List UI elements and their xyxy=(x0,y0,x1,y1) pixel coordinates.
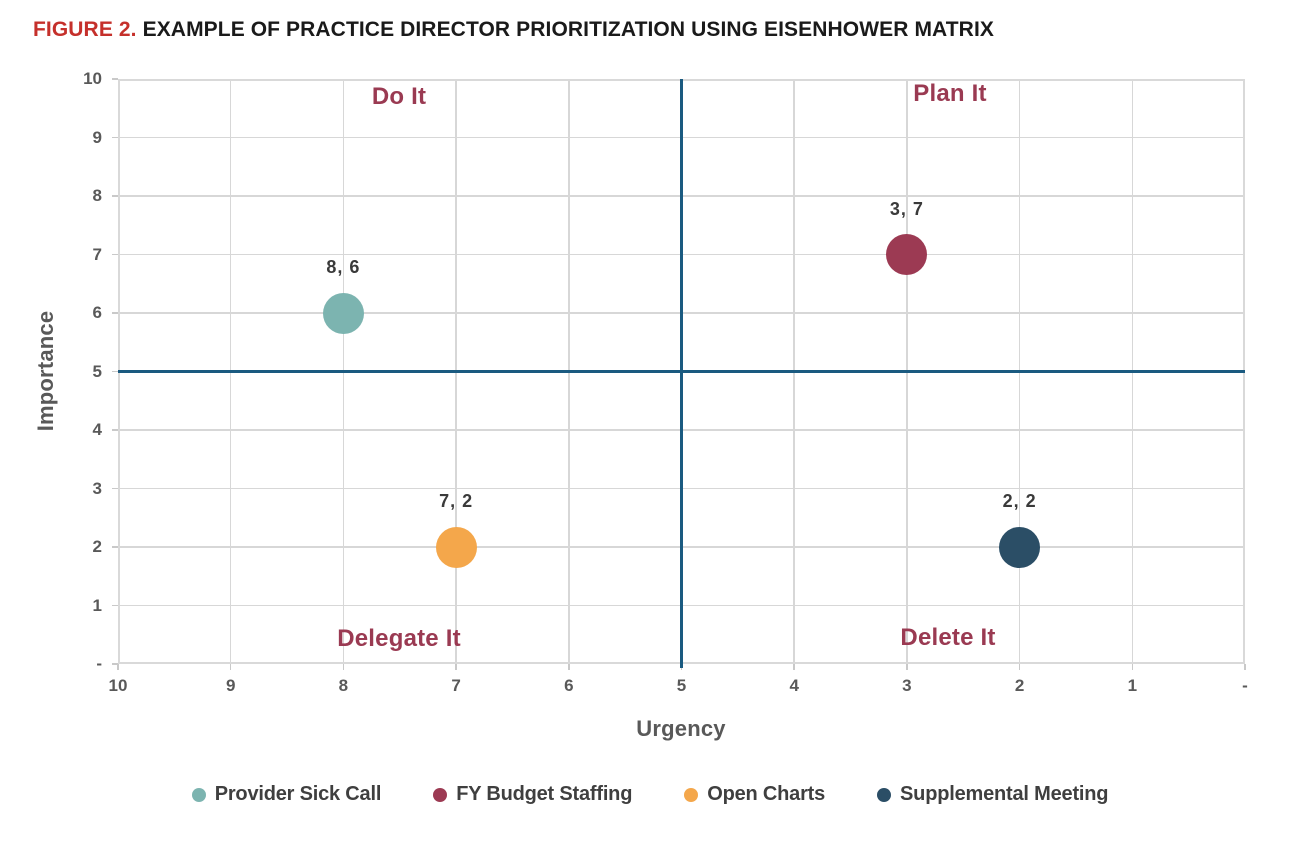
legend-label: FY Budget Staffing xyxy=(456,783,633,805)
y-axis-tick-label: 5 xyxy=(92,361,102,381)
quadrant-label-do-it: Do It xyxy=(371,83,427,110)
legend-marker-icon xyxy=(433,787,448,802)
chart-legend: Provider Sick Call FY Budget Staffing Open… xyxy=(0,783,1300,806)
x-axis-tick-label: 3 xyxy=(902,676,912,695)
legend-marker-icon xyxy=(684,787,699,802)
legend-label: Supplemental Meeting xyxy=(900,783,1109,805)
y-axis-tick-label: - xyxy=(96,654,102,673)
x-axis-tick-mark xyxy=(455,664,457,670)
figure-title: FIGURE 2. EXAMPLE OF PRACTICE DIRECTOR PR… xyxy=(33,18,994,42)
data-point-provider-sick-call xyxy=(322,292,364,334)
data-point-label: 8, 6 xyxy=(326,257,361,277)
x-axis-tick-label: 5 xyxy=(676,676,687,695)
y-axis-tick-label: 8 xyxy=(92,186,102,205)
y-axis-tick-mark xyxy=(112,546,118,548)
data-point-label: 7, 2 xyxy=(439,491,474,511)
x-axis-tick-mark xyxy=(1244,664,1246,670)
y-axis-tick-mark xyxy=(112,429,118,431)
data-point-label: 2, 2 xyxy=(1002,491,1037,511)
x-axis-tick-label: 1 xyxy=(1127,676,1138,695)
y-axis-tick-label: 2 xyxy=(92,537,102,556)
y-axis-tick-mark xyxy=(112,78,118,80)
legend-marker-icon xyxy=(877,787,892,802)
x-axis-tick-mark xyxy=(229,664,232,670)
data-point-supplemental-meeting xyxy=(999,526,1041,568)
quadrant-label-plan-it: Plan It xyxy=(913,80,987,107)
y-axis-tick-mark xyxy=(112,312,118,314)
x-axis-tick-mark xyxy=(342,664,345,670)
y-axis-tick-mark xyxy=(112,663,118,665)
x-axis-tick-mark xyxy=(117,664,119,670)
legend-item-open-charts: Open Charts xyxy=(684,783,825,806)
x-axis-tick-label: 9 xyxy=(225,676,236,695)
legend-item-supplemental-meeting: Supplemental Meeting xyxy=(877,783,1108,806)
x-axis-tick-label: 6 xyxy=(564,676,574,695)
x-axis-title: Urgency xyxy=(636,716,726,741)
x-axis-tick-mark xyxy=(906,664,908,670)
quadrant-label-delete-it: Delete It xyxy=(900,624,996,651)
chart-plot-area: Do It Plan It Delegate It Delete It 8, 6… xyxy=(112,78,1246,670)
legend-label: Open Charts xyxy=(707,783,826,805)
y-axis-tick-mark xyxy=(112,195,118,197)
y-axis-tick-label: 4 xyxy=(92,420,102,439)
figure-title-text: EXAMPLE OF PRACTICE DIRECTOR PRIORITIZAT… xyxy=(142,18,994,41)
legend-item-provider-sick-call: Provider Sick Call xyxy=(191,783,382,806)
x-axis-tick-label: 10 xyxy=(108,676,128,695)
crosshair-horizontal-line xyxy=(118,370,1245,373)
y-axis-tick-label: 9 xyxy=(92,127,102,147)
x-axis-tick-label: - xyxy=(1242,676,1248,695)
y-axis-tick-label: 3 xyxy=(92,478,102,498)
legend-marker-icon xyxy=(191,787,206,802)
x-axis-tick-mark xyxy=(1131,664,1134,670)
data-point-open-charts xyxy=(435,526,477,568)
data-point-label: 3, 7 xyxy=(889,198,924,219)
y-axis-tick-label: 7 xyxy=(92,244,102,264)
data-point-fy-budget-staffing xyxy=(886,234,928,275)
x-axis-tick-label: 7 xyxy=(451,676,461,695)
x-axis-tick-mark xyxy=(793,664,795,670)
legend-label: Provider Sick Call xyxy=(214,783,382,805)
y-axis-tick-mark xyxy=(112,136,118,139)
figure-number-label: FIGURE 2. xyxy=(33,18,137,41)
x-axis-tick-label: 8 xyxy=(338,676,349,695)
legend-item-fy-budget-staffing: FY Budget Staffing xyxy=(433,783,632,806)
x-axis-tick-label: 4 xyxy=(789,676,799,695)
y-axis-tick-mark xyxy=(112,370,118,373)
y-axis-tick-label: 10 xyxy=(83,69,102,88)
quadrant-label-delegate-it: Delegate It xyxy=(337,625,461,652)
x-axis-tick-mark xyxy=(1018,664,1021,670)
y-axis-tick-mark xyxy=(112,253,118,256)
y-axis-tick-label: 6 xyxy=(92,303,102,322)
y-axis-tick-label: 1 xyxy=(92,595,102,615)
crosshair-vertical-line xyxy=(680,79,683,668)
x-axis-tick-mark xyxy=(568,664,570,670)
x-axis-tick-label: 2 xyxy=(1014,676,1025,695)
y-axis-tick-mark xyxy=(112,604,118,607)
y-axis-tick-mark xyxy=(112,487,118,490)
